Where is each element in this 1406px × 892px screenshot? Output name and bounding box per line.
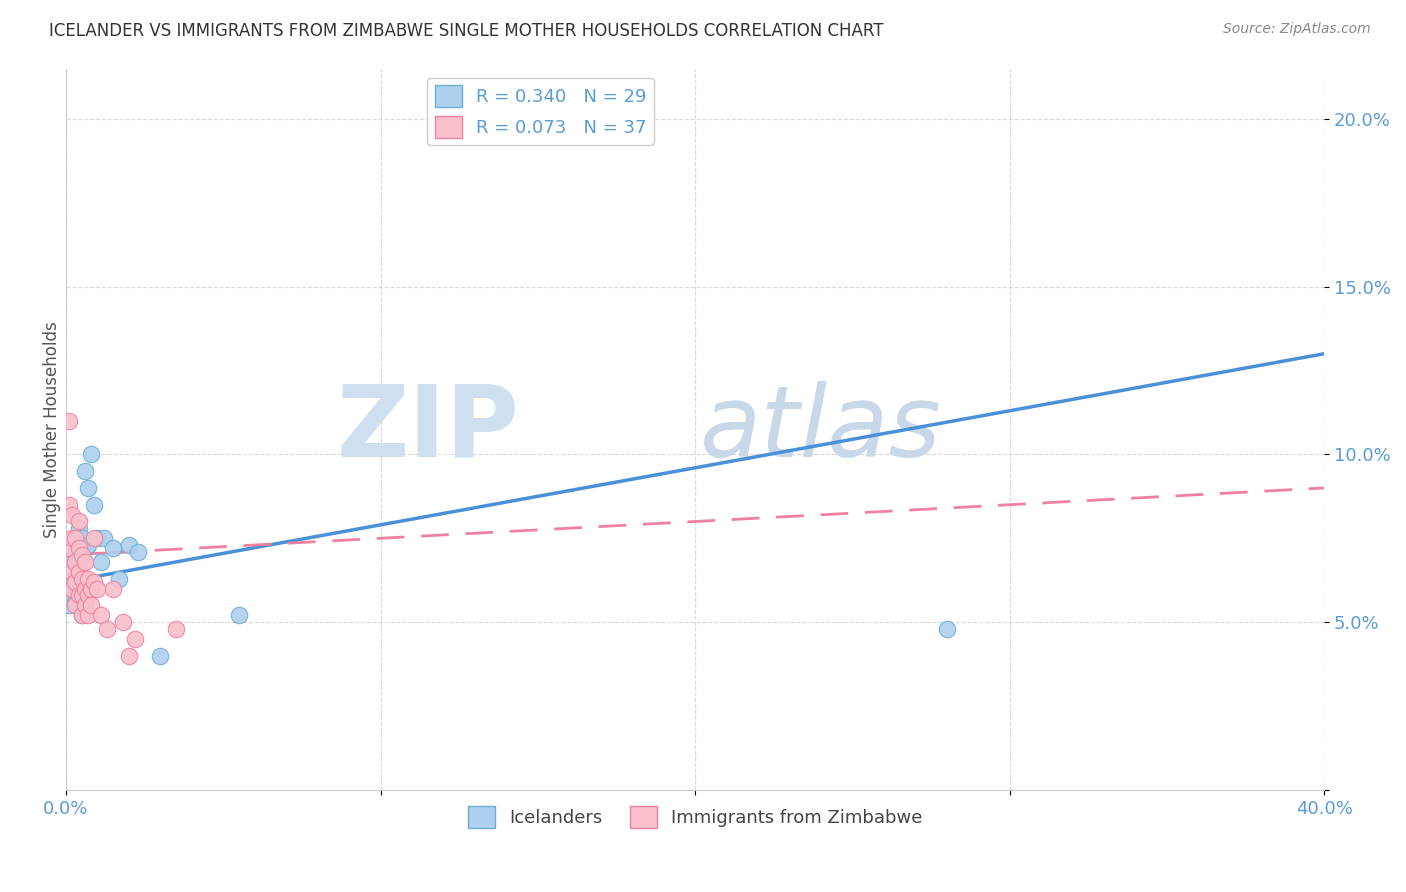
Point — [86, 582, 108, 596]
Point — [118, 538, 141, 552]
Point — [58, 599, 80, 613]
Point — [65, 531, 87, 545]
Point — [70, 572, 93, 586]
Point — [83, 531, 105, 545]
Point — [60, 508, 83, 522]
Point — [127, 544, 149, 558]
Point — [86, 531, 108, 545]
Point — [935, 622, 957, 636]
Point — [65, 572, 87, 586]
Point — [60, 531, 83, 545]
Point — [58, 498, 80, 512]
Point — [60, 565, 83, 579]
Point — [67, 555, 90, 569]
Point — [111, 615, 134, 629]
Point — [67, 541, 90, 556]
Point — [77, 572, 100, 586]
Point — [70, 548, 93, 562]
Point — [77, 538, 100, 552]
Point — [65, 555, 87, 569]
Point — [80, 582, 103, 596]
Text: atlas: atlas — [700, 381, 942, 478]
Point — [73, 582, 96, 596]
Point — [108, 572, 131, 586]
Point — [73, 599, 96, 613]
Point — [67, 565, 90, 579]
Point — [70, 608, 93, 623]
Point — [73, 541, 96, 556]
Point — [65, 548, 87, 562]
Point — [65, 595, 87, 609]
Point — [149, 648, 172, 663]
Point — [96, 622, 118, 636]
Y-axis label: Single Mother Households: Single Mother Households — [44, 321, 60, 538]
Point — [73, 464, 96, 478]
Point — [103, 582, 125, 596]
Point — [118, 648, 141, 663]
Point — [73, 555, 96, 569]
Point — [83, 498, 105, 512]
Point — [58, 541, 80, 556]
Point — [83, 574, 105, 589]
Point — [124, 632, 146, 646]
Point — [60, 582, 83, 596]
Point — [228, 608, 250, 623]
Point — [67, 515, 90, 529]
Point — [165, 622, 187, 636]
Point — [77, 481, 100, 495]
Point — [58, 574, 80, 589]
Point — [60, 591, 83, 606]
Point — [93, 531, 115, 545]
Point — [67, 565, 90, 579]
Point — [70, 582, 93, 596]
Text: ZIP: ZIP — [336, 381, 519, 478]
Point — [80, 599, 103, 613]
Point — [60, 582, 83, 596]
Point — [70, 608, 93, 623]
Point — [90, 555, 112, 569]
Point — [67, 588, 90, 602]
Point — [67, 521, 90, 535]
Text: Source: ZipAtlas.com: Source: ZipAtlas.com — [1223, 22, 1371, 37]
Text: ICELANDER VS IMMIGRANTS FROM ZIMBABWE SINGLE MOTHER HOUSEHOLDS CORRELATION CHART: ICELANDER VS IMMIGRANTS FROM ZIMBABWE SI… — [49, 22, 884, 40]
Point — [90, 608, 112, 623]
Point — [103, 541, 125, 556]
Point — [70, 531, 93, 545]
Point — [58, 414, 80, 428]
Point — [77, 608, 100, 623]
Point — [65, 599, 87, 613]
Point — [80, 447, 103, 461]
Point — [65, 574, 87, 589]
Legend: Icelanders, Immigrants from Zimbabwe: Icelanders, Immigrants from Zimbabwe — [461, 798, 929, 835]
Point — [70, 588, 93, 602]
Point — [77, 588, 100, 602]
